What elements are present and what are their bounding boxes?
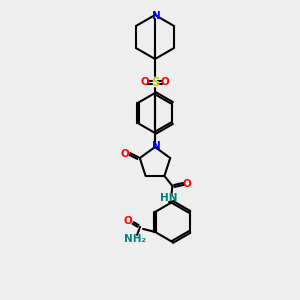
Text: O: O xyxy=(182,179,191,189)
Text: N: N xyxy=(152,141,160,151)
Text: O: O xyxy=(160,77,169,87)
Text: NH₂: NH₂ xyxy=(124,234,146,244)
Text: S: S xyxy=(151,76,159,88)
Text: O: O xyxy=(141,77,149,87)
Text: N: N xyxy=(152,11,160,21)
Text: O: O xyxy=(124,216,133,226)
Text: O: O xyxy=(120,149,129,159)
Text: HN: HN xyxy=(160,193,177,203)
